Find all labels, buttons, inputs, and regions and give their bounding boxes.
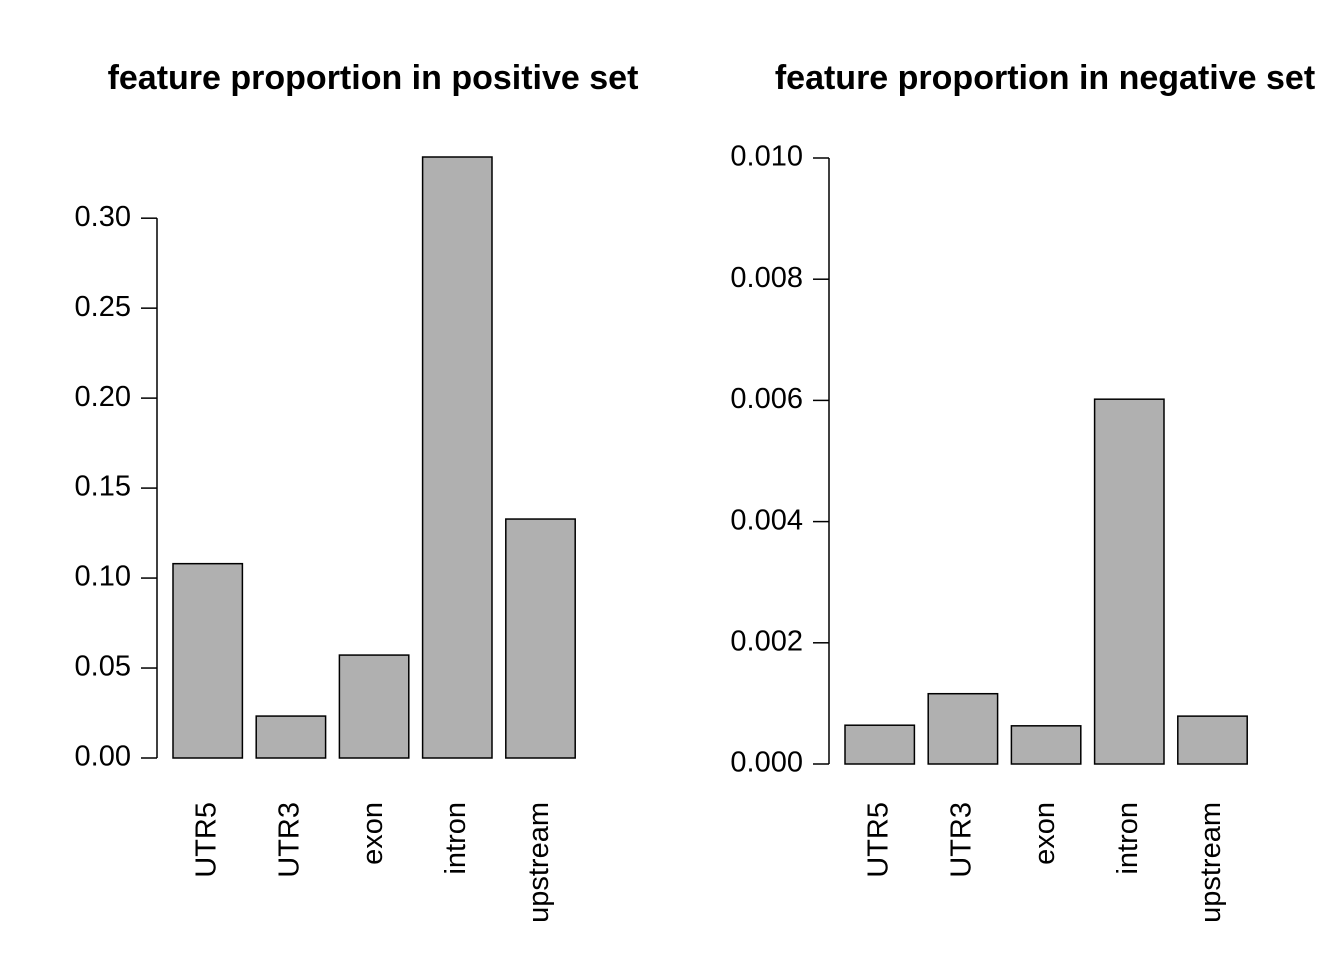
bar	[1010, 725, 1082, 765]
y-tick-label: 0.004	[730, 504, 803, 536]
bar	[421, 156, 493, 759]
x-tick-label: UTR5	[190, 802, 222, 878]
bar	[1093, 398, 1165, 765]
y-tick-label: 0.002	[730, 625, 803, 657]
y-tick-label: 0.15	[75, 471, 131, 503]
x-tick-label: upstream	[523, 802, 555, 923]
y-tick-label: 0.05	[75, 651, 131, 683]
bar	[505, 518, 576, 759]
x-tick-label: intron	[440, 802, 472, 875]
x-tick-label: exon	[1029, 802, 1061, 865]
x-tick-label: exon	[357, 802, 389, 865]
y-tick-label: 0.000	[730, 747, 803, 779]
y-tick-label: 0.30	[75, 201, 131, 233]
y-tick-label: 0.20	[75, 381, 131, 413]
chart-title: feature proportion in positive set	[108, 59, 639, 97]
x-tick-label: UTR3	[274, 802, 306, 878]
bar	[255, 715, 327, 759]
bar	[844, 724, 916, 765]
y-tick-label: 0.006	[730, 383, 803, 415]
y-tick-label: 0.008	[730, 262, 803, 294]
bar	[1177, 715, 1248, 765]
y-tick-label: 0.25	[75, 291, 131, 323]
bar	[338, 654, 410, 759]
y-tick-label: 0.00	[75, 741, 131, 773]
bar	[172, 562, 244, 759]
y-tick-label: 0.10	[75, 561, 131, 593]
x-tick-label: UTR5	[862, 802, 894, 878]
x-tick-label: UTR3	[946, 802, 978, 878]
x-tick-label: upstream	[1195, 802, 1227, 923]
y-tick-label: 0.010	[730, 141, 803, 173]
chart-title: feature proportion in negative set	[775, 59, 1315, 97]
bar	[927, 692, 999, 765]
x-tick-label: intron	[1112, 802, 1144, 875]
